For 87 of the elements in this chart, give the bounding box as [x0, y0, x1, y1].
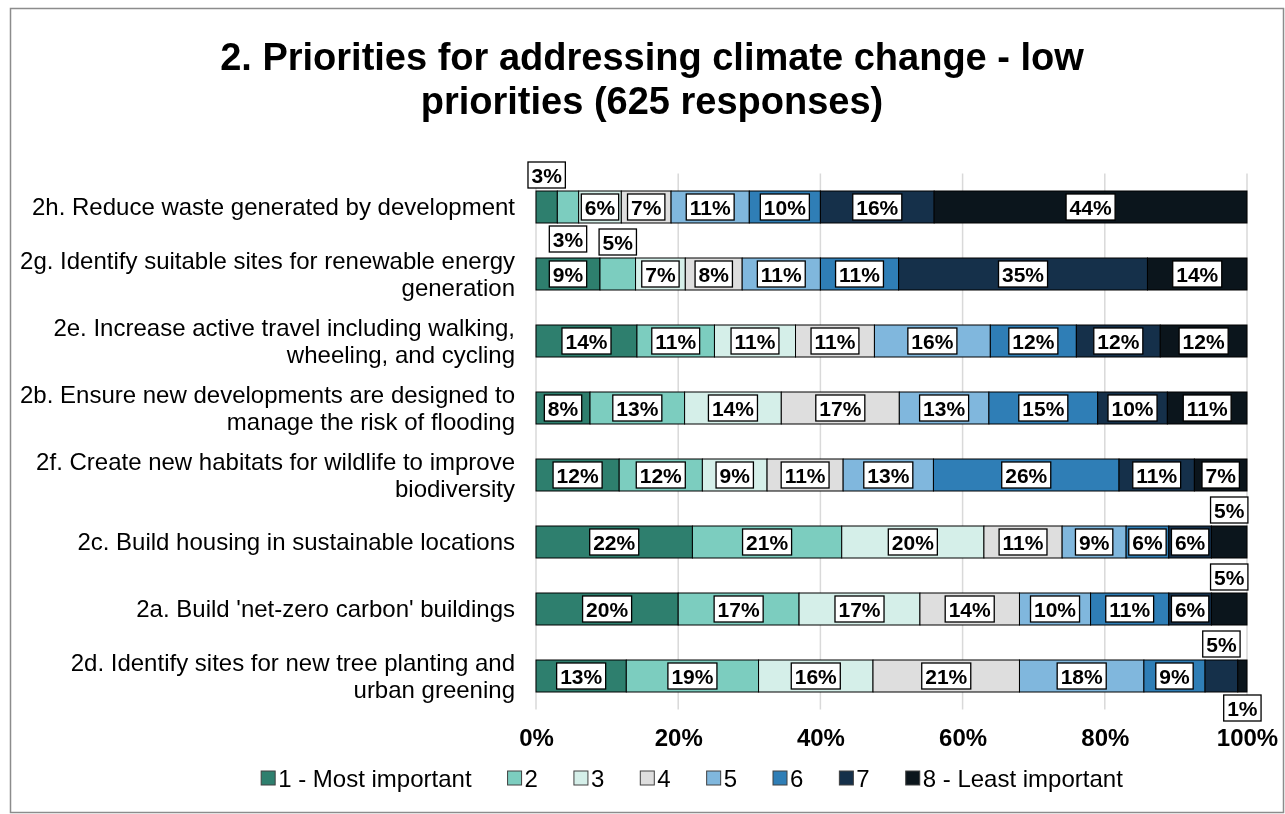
data-label: 26%: [1005, 463, 1048, 487]
data-label: 17%: [717, 597, 760, 621]
legend-label: 7: [856, 764, 870, 792]
data-label: 11%: [784, 463, 826, 487]
data-label: 10%: [1111, 396, 1154, 420]
data-label: 11%: [734, 329, 776, 353]
data-label: 9%: [1159, 664, 1190, 688]
data-label: 8%: [547, 396, 579, 420]
data-label: 3%: [552, 227, 584, 251]
data-label: 17%: [819, 396, 862, 420]
y-tick-label: 2c. Build housing in sustainable locations: [77, 528, 515, 555]
data-label: 10%: [763, 195, 807, 219]
data-label: 12%: [1097, 329, 1140, 353]
data-label: 3%: [531, 163, 563, 187]
data-label: 1%: [1227, 696, 1258, 720]
data-label: 7%: [645, 262, 676, 286]
data-label: 11%: [1186, 396, 1228, 420]
data-label: 13%: [923, 396, 966, 420]
x-tick-label: 0%: [519, 724, 554, 752]
data-label: 5%: [1214, 498, 1245, 522]
data-label: 12%: [639, 463, 683, 487]
data-label: 7%: [1205, 463, 1237, 487]
data-label: 20%: [586, 597, 629, 621]
data-label: 11%: [760, 262, 803, 286]
legend-label: 6: [790, 764, 804, 792]
data-label: 12%: [1012, 329, 1055, 353]
data-label: 5%: [1206, 632, 1237, 656]
data-label: 6%: [1174, 530, 1206, 554]
data-label: 14%: [565, 329, 608, 353]
data-label: 12%: [556, 463, 599, 487]
data-label: 44%: [1069, 195, 1112, 219]
x-tick-label: 40%: [796, 724, 845, 752]
y-tick-label: 2f. Create new habitats for wildlife to improve biodiversity: [36, 447, 515, 502]
data-label: 21%: [746, 530, 789, 554]
data-label: 11%: [1002, 530, 1044, 554]
data-label: 6%: [584, 195, 616, 219]
data-label: 11%: [814, 329, 856, 353]
data-label: 18%: [1060, 664, 1104, 688]
data-label: 5%: [602, 230, 634, 254]
x-tick-label: 60%: [939, 724, 988, 752]
data-label: 20%: [891, 530, 935, 554]
data-label: 22%: [593, 530, 636, 554]
data-label: 5%: [1214, 565, 1245, 589]
legend-label: 4: [657, 764, 671, 792]
data-label: 14%: [711, 396, 755, 420]
data-label: 11%: [1109, 597, 1151, 621]
data-label: 14%: [1176, 262, 1219, 286]
legend-label: 5: [723, 764, 738, 792]
data-label: 11%: [689, 195, 731, 219]
y-tick-label: 2a. Build 'net-zero carbon' buildings: [136, 595, 515, 622]
y-tick-label: 2d. Identify sites for new tree planting and urban greening: [70, 648, 515, 703]
data-label: 11%: [655, 329, 697, 353]
data-label: 10%: [1034, 597, 1077, 621]
legend-label: 3: [590, 764, 605, 792]
data-label: 9%: [719, 463, 751, 487]
data-label: 13%: [616, 396, 659, 420]
data-label: 15%: [1022, 396, 1065, 420]
data-label: 35%: [1002, 262, 1045, 286]
x-tick-label: 20%: [654, 724, 703, 752]
data-label: 17%: [838, 597, 881, 621]
data-label: 6%: [1174, 597, 1206, 621]
y-tick-label: 2h. Reduce waste generated by development: [32, 193, 516, 220]
data-label: 6%: [1132, 530, 1163, 554]
data-label: 13%: [560, 664, 603, 688]
data-label: 16%: [911, 329, 954, 353]
data-label: 12%: [1182, 329, 1225, 353]
legend-label: 8 - Least important: [922, 764, 1124, 792]
data-label: 9%: [1078, 530, 1110, 554]
x-tick-label: 100%: [1216, 724, 1279, 752]
chart-title: 2. Priorities for addressing climate change - low priorities (625 responses): [220, 36, 1085, 122]
data-label: 19%: [671, 664, 714, 688]
legend-label: 2: [524, 764, 538, 792]
y-tick-label: 2g. Identify suitable sites for renewable energy generation: [20, 246, 515, 301]
legend-label: 1 - Most important: [278, 764, 472, 792]
y-tick-label: 2b. Ensure new developments are designed to manage the risk of flooding: [20, 380, 515, 435]
x-tick-label: 80%: [1081, 724, 1130, 752]
data-label: 11%: [839, 262, 881, 286]
data-label: 7%: [631, 195, 662, 219]
data-label: 14%: [948, 597, 992, 621]
y-tick-label: 2e. Increase active travel including walking, wheeling, and cycling: [53, 313, 515, 368]
data-label: 8%: [698, 262, 730, 286]
data-label: 16%: [856, 195, 899, 219]
data-label: 9%: [552, 262, 584, 286]
data-label: 16%: [794, 664, 838, 688]
data-label: 11%: [1136, 463, 1178, 487]
data-label: 21%: [925, 664, 968, 688]
data-label: 13%: [867, 463, 910, 487]
